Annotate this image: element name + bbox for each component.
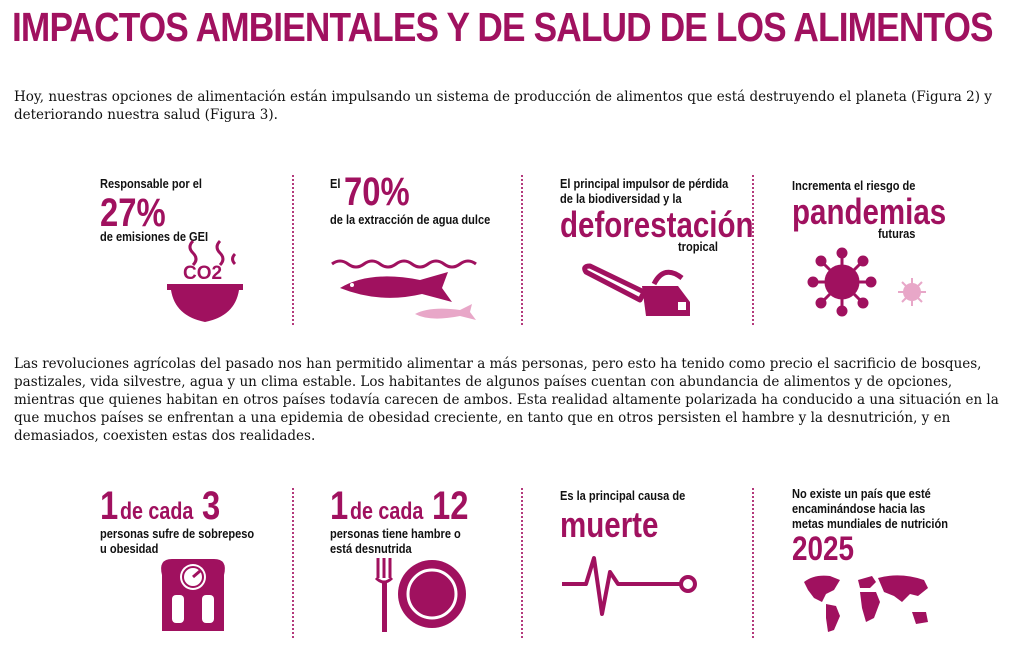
- stat-overweight-post2: u obesidad: [100, 541, 159, 556]
- stat-nutrition-pre2: encaminándose hacia las: [792, 501, 926, 516]
- divider: [521, 488, 523, 638]
- page-title: IMPACTOS AMBIENTALES Y DE SALUD DE LOS A…: [12, 4, 994, 50]
- world-map-icon: [804, 575, 928, 632]
- stat-water: El 70% de la extracción de agua dulce: [330, 172, 519, 227]
- stat-death-pre: Es la principal causa de: [560, 488, 686, 503]
- plate-fork-icon: [374, 558, 466, 632]
- divider: [752, 175, 754, 325]
- chainsaw-icon: [582, 263, 690, 316]
- stat-water-value: 70%: [344, 170, 410, 214]
- scale-icon: [161, 559, 225, 631]
- stat-deforestation: El principal impulsor de pérdida de la b…: [560, 176, 796, 254]
- stat-pandemics-pre: Incrementa el riesgo de: [792, 178, 916, 193]
- stat-overweight-n2: 3: [201, 484, 220, 528]
- stat-deforestation-pre2: de la biodiversidad y la: [560, 191, 682, 206]
- divider: [752, 488, 754, 638]
- stat-death: Es la principal causa de muerte: [560, 488, 707, 543]
- stat-nutrition-pre3: metas mundiales de nutrición: [792, 516, 948, 531]
- stat-nutrition-pre1: No existe un país que esté: [792, 486, 931, 501]
- stat-deforestation-post: tropical: [678, 239, 718, 254]
- stat-nutrition-value: 2025: [792, 530, 855, 568]
- stat-deforestation-pre1: El principal impulsor de pérdida: [560, 176, 729, 191]
- bowl-co2-icon: CO2: [167, 239, 243, 322]
- co2-text: CO2: [183, 263, 222, 284]
- stat-water-pre: El: [330, 176, 341, 191]
- stat-hunger-post2: está desnutrida: [330, 541, 412, 556]
- virus-icon: [807, 247, 926, 317]
- stat-overweight: 1 de cada 3 personas sufre de sobrepeso …: [100, 486, 281, 556]
- stat-hunger: 1 de cada 12 personas tiene hambre o est…: [330, 486, 484, 556]
- stat-ghg: Responsable por el 27% de emisiones de G…: [100, 176, 227, 244]
- stat-overweight-post1: personas sufre de sobrepeso: [100, 526, 255, 541]
- divider: [292, 488, 294, 638]
- stat-ghg-pre: Responsable por el: [100, 176, 202, 191]
- heartbeat-icon: [562, 556, 697, 616]
- stat-water-post: de la extracción de agua dulce: [330, 212, 491, 227]
- stat-overweight-mid: de cada: [120, 498, 194, 525]
- stat-hunger-n1: 1: [330, 484, 349, 528]
- stat-deforestation-value: deforestación: [560, 204, 754, 245]
- divider: [292, 175, 294, 325]
- stat-ghg-value: 27%: [100, 191, 166, 235]
- stat-pandemics: Incrementa el riesgo de pandemias futura…: [792, 178, 980, 241]
- stat-ghg-post: de emisiones de GEI: [100, 229, 209, 244]
- intro-paragraph: Hoy, nuestras opciones de alimentación e…: [14, 89, 992, 123]
- stat-hunger-post1: personas tiene hambre o: [330, 526, 461, 541]
- stat-pandemics-value: pandemias: [792, 191, 947, 232]
- stat-nutrition: No existe un país que esté encaminándose…: [792, 486, 976, 566]
- stat-overweight-n1: 1: [100, 484, 119, 528]
- stat-death-value: muerte: [560, 504, 659, 545]
- fish-icon: [331, 259, 477, 320]
- stat-pandemics-post: futuras: [878, 226, 916, 241]
- stat-hunger-n2: 12: [431, 484, 469, 528]
- divider: [521, 175, 523, 325]
- body-paragraph: Las revoluciones agrícolas del pasado no…: [14, 356, 999, 444]
- stat-hunger-mid: de cada: [350, 498, 424, 525]
